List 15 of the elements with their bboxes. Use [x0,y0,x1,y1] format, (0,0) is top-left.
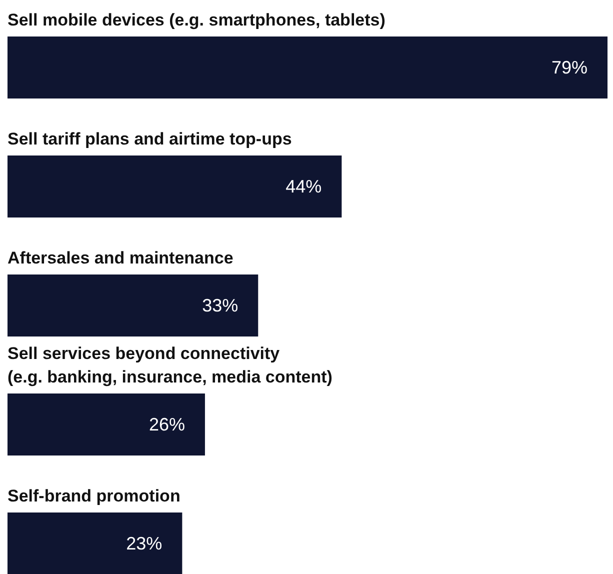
y-tick-label: Sell services beyond connectivity (e.g. banking, insurance, media content) [8,344,332,386]
data-label: 44% [286,176,322,196]
y-tick-label: Self-brand promotion [8,486,180,506]
bar [8,36,608,98]
bar [8,394,205,456]
y-tick-label: Sell mobile devices (e.g. smartphones, tablets) [8,10,386,30]
data-label: 79% [551,58,588,78]
y-tick-label: Aftersales and maintenance [8,248,234,268]
y-tick-label: Sell tariff plans and airtime top-ups [8,130,292,148]
data-label: 26% [148,414,185,434]
bar [8,156,342,218]
data-label: 23% [126,534,162,554]
bar [8,274,258,336]
bar [8,512,182,574]
data-label: 33% [202,296,238,316]
